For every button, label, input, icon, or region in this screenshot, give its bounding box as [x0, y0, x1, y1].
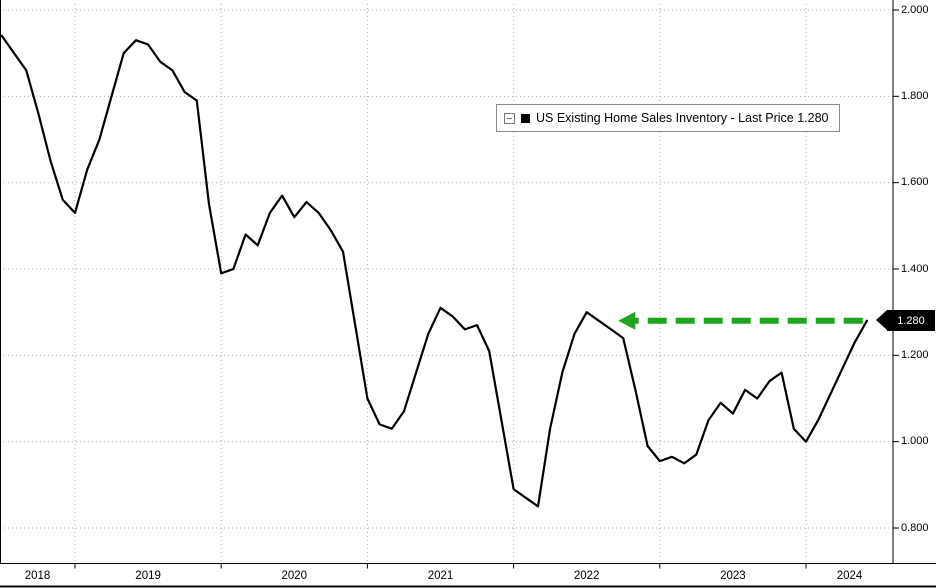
x-axis-year-label: 2022 [573, 570, 600, 582]
y-axis-tick-label: 1.400 [901, 262, 929, 275]
legend-collapse-icon[interactable] [504, 112, 515, 124]
series-swatch-icon [521, 113, 530, 123]
legend[interactable]: US Existing Home Sales Inventory - Last … [496, 104, 840, 132]
x-axis-year-label: 2023 [720, 570, 746, 582]
y-axis-tick-label: 1.200 [901, 348, 929, 361]
y-axis-tick-label: 1.600 [901, 176, 929, 189]
y-axis-tick-label: 1.800 [901, 89, 929, 102]
y-axis-tick-label: 1.000 [901, 435, 929, 448]
y-axis-tick-label: 0.800 [901, 521, 929, 534]
x-axis-year-label: 2020 [281, 570, 308, 582]
last-price-value: 1.280 [887, 310, 935, 332]
x-axis-year-label: 2019 [135, 570, 161, 582]
last-price-arrow-icon [876, 310, 887, 331]
x-axis-year-label: 2021 [427, 570, 454, 582]
y-axis-tick-label: 2.000 [901, 3, 929, 16]
x-axis-year-label: 2024 [836, 570, 863, 582]
series-line [0, 34, 869, 508]
legend-label: US Existing Home Sales Inventory - Last … [536, 111, 829, 125]
last-price-tag: 1.280 [876, 310, 935, 332]
trend-arrow-head [618, 311, 636, 330]
x-axis-year-label: 2018 [24, 570, 51, 582]
